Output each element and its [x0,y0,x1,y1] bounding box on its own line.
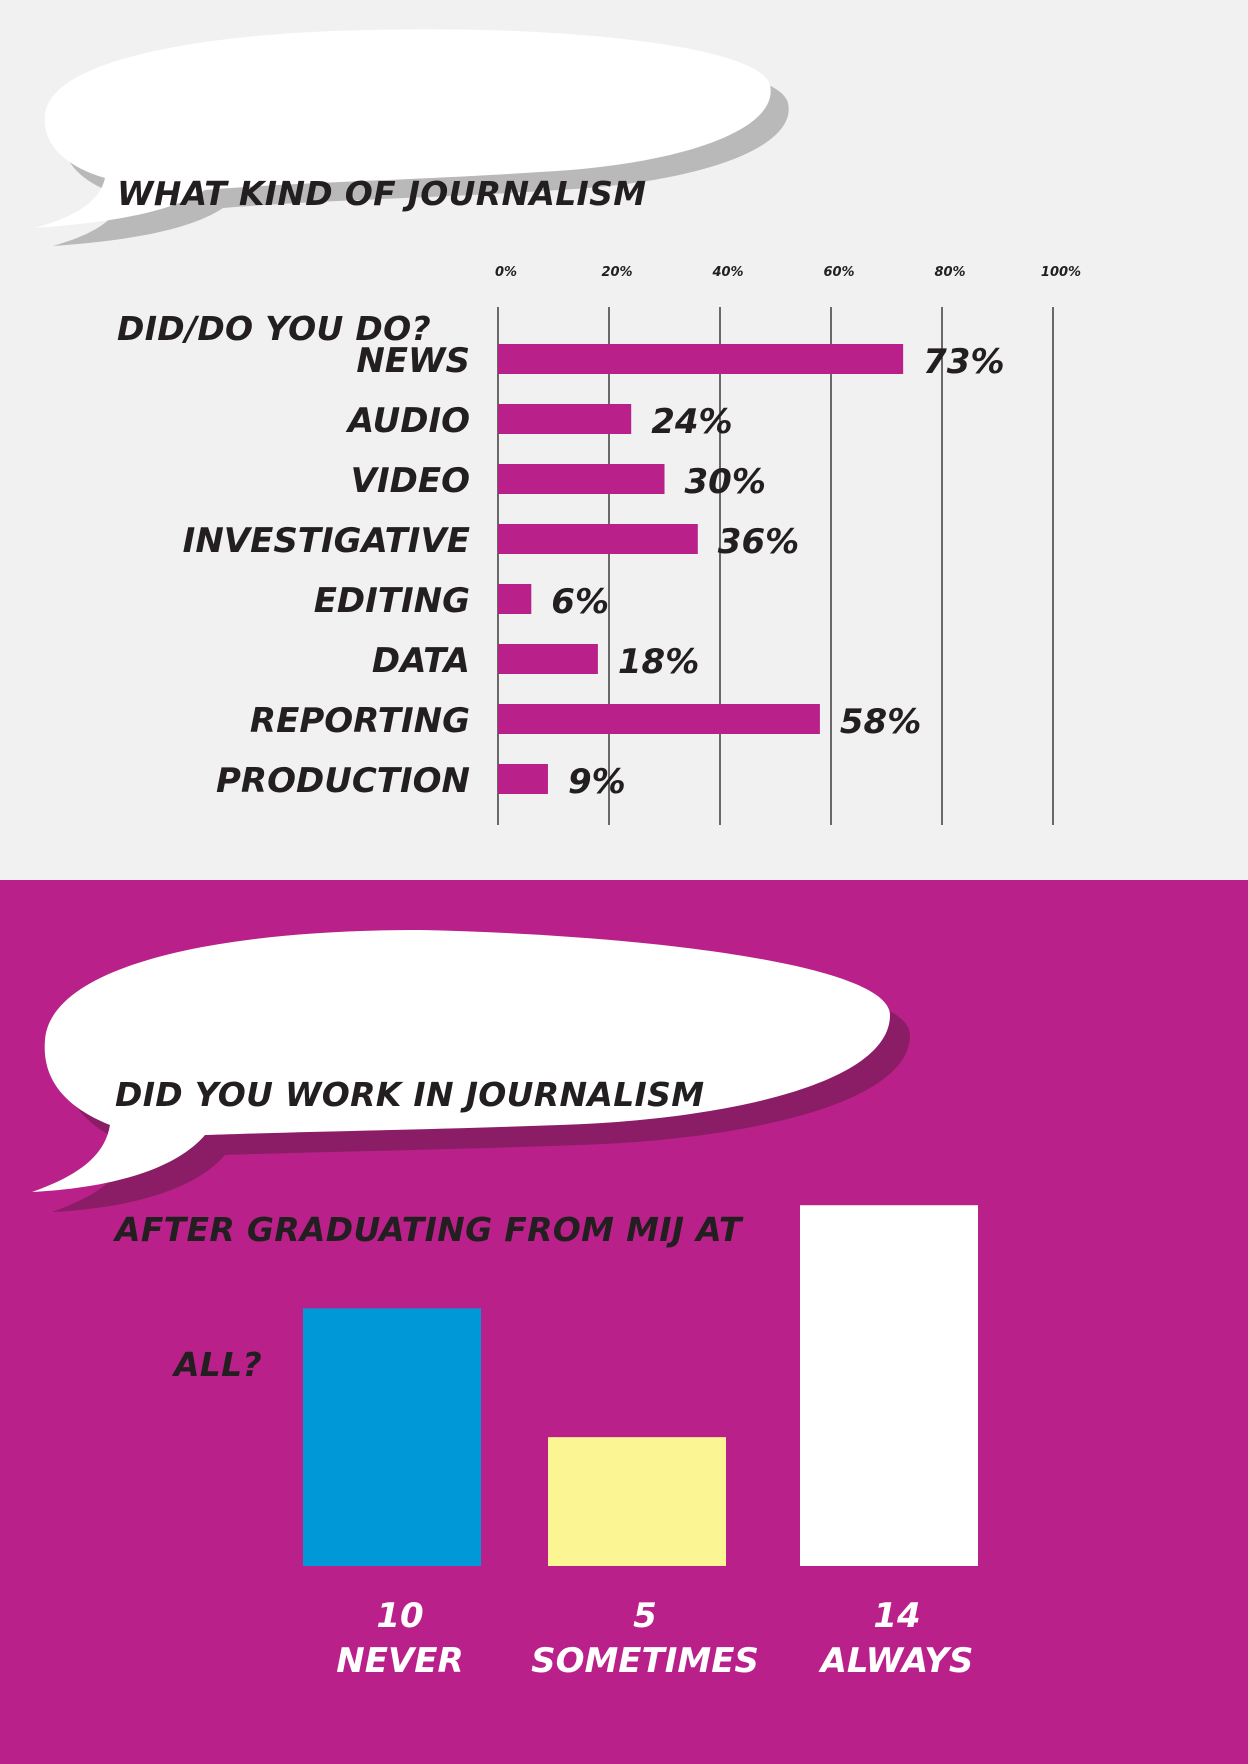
category-label: ALWAYS [818,1641,974,1681]
x-tick-label: 60% [823,265,854,280]
bar [498,704,820,734]
category-label: AUDIO [345,401,470,441]
x-tick-label: 100% [1041,265,1081,280]
data-label: 14 [873,1596,920,1636]
bar [498,524,698,554]
x-tick-label: 0% [495,265,517,280]
question-1-line: DID/DO YOU DO? [117,309,431,348]
question-2-line: DID YOU WORK IN JOURNALISM [115,1075,705,1114]
bar [498,344,904,374]
category-label: REPORTING [250,701,470,741]
data-label: 18% [618,642,699,682]
category-label: INVESTIGATIVE [183,521,470,561]
data-label: 5 [633,1596,657,1636]
bar [498,764,548,794]
data-label: 30% [685,462,766,502]
category-label: VIDEO [351,461,470,501]
bar [800,1205,978,1566]
bar [548,1437,726,1566]
data-label: 9% [568,762,626,802]
x-tick-label: 20% [601,265,632,280]
bar [303,1308,481,1566]
category-label: SOMETIMES [531,1641,759,1681]
bar [498,464,665,494]
question-2-line: AFTER GRADUATING FROM MIJ AT [115,1210,742,1249]
category-label: PRODUCTION [216,761,470,801]
category-label: DATA [372,641,470,681]
data-label: 73% [923,342,1004,382]
bar [498,584,532,614]
category-label: EDITING [314,581,470,621]
x-tick-label: 80% [934,265,965,280]
question-2-title: DID YOU WORK IN JOURNALISM AFTER GRADUAT… [115,982,742,1432]
category-label: NEWS [356,341,470,381]
data-label: 6% [551,582,609,622]
data-label: 36% [718,522,799,562]
data-label: 10 [376,1596,423,1636]
question-1-line: WHAT KIND OF JOURNALISM [117,174,647,213]
question-2-line: ALL? [115,1345,262,1384]
category-label: NEVER [336,1641,463,1681]
bar [498,644,598,674]
journalism-type-chart: 0% 20% 40% 60% 80% 100% NEWS 73% AUDIO 24% VIDEO 30… [183,265,1081,825]
question-1-title: WHAT KIND OF JOURNALISM DID/DO YOU DO? [117,81,646,396]
bar [498,404,632,434]
data-label: 58% [840,702,921,742]
data-label: 24% [651,402,732,442]
x-tick-label: 40% [711,265,743,280]
